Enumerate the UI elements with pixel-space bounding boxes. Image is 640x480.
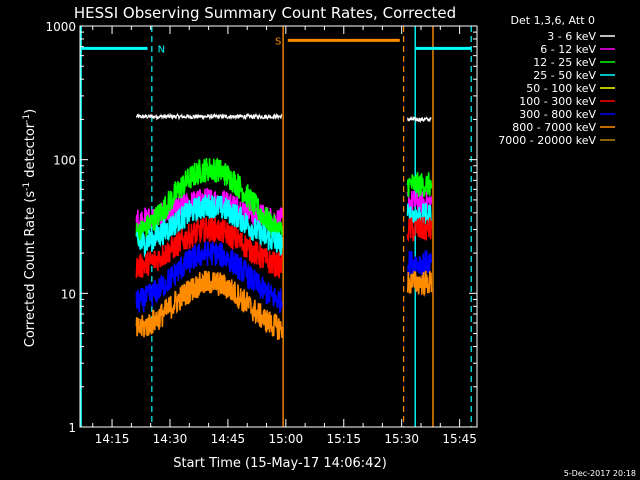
flag-label-n: N (158, 44, 165, 55)
x-tick-label: 15:45 (442, 432, 477, 446)
flag-label-s: S (275, 36, 281, 47)
y-tick-label: 10 (61, 287, 76, 301)
series-line (406, 171, 433, 198)
x-axis-label: Start Time (15-May-17 14:06:42) (173, 456, 387, 471)
x-tick-label: 14:45 (211, 432, 246, 446)
legend-entry-label: 300 - 800 keV (519, 108, 596, 121)
legend-entry-label: 7000 - 20000 keV (498, 134, 596, 147)
x-tick-label: 14:15 (95, 432, 130, 446)
legend-entry-label: 800 - 7000 keV (512, 121, 596, 134)
legend-title: Det 1,3,6, Att 0 (511, 14, 595, 27)
series-line (406, 250, 433, 276)
axes-frame (79, 25, 478, 428)
y-tick-label: 100 (53, 154, 76, 168)
tick-layer: 14:15 14:30 14:45 15:00 15:15 15:30 15:45 1 10 10… (45, 20, 477, 446)
y-axis-label-sup1: -1 (22, 182, 32, 191)
y-axis-label: Corrected Count Rate (s-1 detector-1) (22, 109, 38, 347)
y-tick-label: 1 (68, 421, 76, 435)
x-tick-label: 15:30 (384, 432, 419, 446)
x-tick-label: 15:15 (326, 432, 361, 446)
series-line (406, 270, 433, 298)
series-line (135, 270, 283, 341)
series-line (135, 241, 283, 314)
x-tick-label: 14:30 (153, 432, 188, 446)
series-line (135, 112, 283, 121)
y-axis-label-part2: detector (23, 122, 38, 182)
series-line (406, 216, 433, 243)
chart-title: HESSI Observing Summary Count Rates, Cor… (74, 4, 456, 22)
footer-date: 5-Dec-2017 20:18 (564, 469, 636, 478)
plot-area: NS (80, 26, 472, 427)
y-axis-label-part1: Corrected Count Rate (s (23, 191, 38, 348)
legend-entry-label: 12 - 25 keV (533, 56, 596, 69)
x-tick-label: 15:00 (269, 432, 304, 446)
series-line (407, 115, 432, 124)
legend-entry-label: 6 - 12 keV (540, 43, 596, 56)
legend-entry-label: 3 - 6 keV (547, 30, 596, 43)
y-axis-label-sup2: -1 (22, 114, 32, 123)
series-line (135, 194, 283, 258)
legend-entry-label: 25 - 50 keV (533, 69, 596, 82)
series-line (135, 217, 283, 279)
y-tick-label: 1000 (45, 20, 76, 34)
legend-entry-label: 100 - 300 keV (519, 95, 596, 108)
legend-entry-label: 50 - 100 keV (526, 82, 596, 95)
y-axis-label-part3: ) (23, 109, 38, 114)
series-line (135, 158, 283, 245)
